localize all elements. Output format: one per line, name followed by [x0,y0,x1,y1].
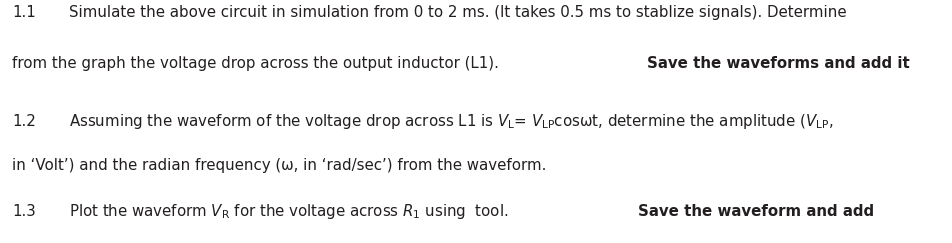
Text: in ‘Volt’) and the radian frequency (ω, in ‘rad/sec’) from the waveform.: in ‘Volt’) and the radian frequency (ω, … [12,158,546,173]
Text: Assuming the waveform of the voltage drop across L1 is $V_\mathregular{L}$= $V_\: Assuming the waveform of the voltage dro… [69,112,832,131]
Text: 1.1: 1.1 [12,5,36,20]
Text: 1.3: 1.3 [12,204,36,219]
Text: Simulate the above circuit in simulation from 0 to 2 ms. (It takes 0.5 ms to sta: Simulate the above circuit in simulation… [69,5,845,20]
Text: from the graph the voltage drop across the output inductor (L1).: from the graph the voltage drop across t… [12,56,504,71]
Text: Save the waveform and add: Save the waveform and add [637,204,873,219]
Text: Save the waveforms and add it: Save the waveforms and add it [646,56,908,71]
Text: Plot the waveform $V_\mathregular{R}$ for the voltage across $R_\mathregular{1}$: Plot the waveform $V_\mathregular{R}$ fo… [69,202,509,221]
Text: 1.2: 1.2 [12,114,36,129]
